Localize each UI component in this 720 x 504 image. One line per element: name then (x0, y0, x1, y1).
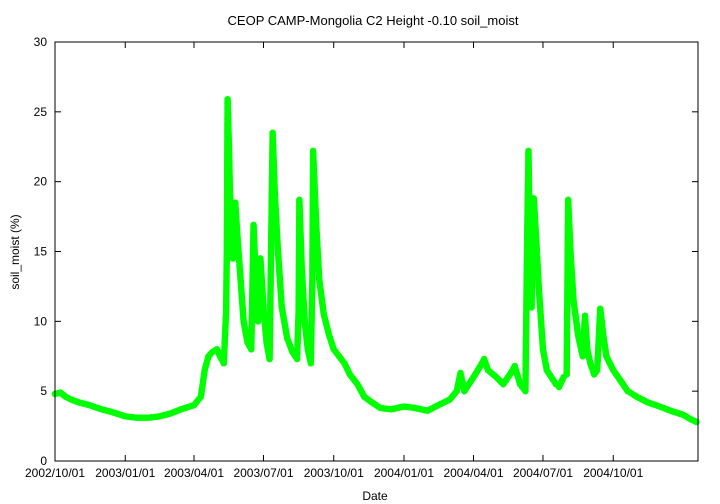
y-tick-label: 15 (34, 245, 48, 259)
x-tick-label: 2003/01/01 (95, 466, 155, 480)
x-tick-label: 2002/10/01 (25, 466, 85, 480)
plot-frame (54, 41, 699, 462)
y-tick-label: 5 (40, 384, 47, 398)
x-tick-label: 2004/04/01 (443, 466, 503, 480)
x-tick-label: 2004/10/01 (583, 466, 643, 480)
x-tick-label: 2003/04/01 (164, 466, 224, 480)
y-tick-label: 10 (34, 314, 48, 328)
y-tick-label: 25 (34, 105, 48, 119)
series-layer (51, 95, 700, 426)
chart-title: CEOP CAMP-Mongolia C2 Height -0.10 soil_… (228, 13, 519, 28)
x-tick-label: 2003/07/01 (233, 466, 293, 480)
data-point (693, 418, 700, 426)
x-axis-ticks: 2002/10/01 2003/01/01 2003/04/01 2003/07/01… (25, 42, 644, 480)
x-tick-label: 2003/10/01 (304, 466, 364, 480)
y-axis-ticks: 0 5 10 15 20 25 30 (34, 35, 698, 468)
x-tick-label: 2004/01/01 (374, 466, 434, 480)
y-axis-label: soil_moist (%) (8, 214, 22, 289)
y-tick-label: 0 (40, 454, 47, 468)
y-tick-label: 30 (34, 35, 48, 49)
x-axis-label: Date (362, 489, 388, 503)
series-line (54, 99, 697, 423)
x-tick-label: 2004/07/01 (513, 466, 573, 480)
y-tick-label: 20 (34, 175, 48, 189)
